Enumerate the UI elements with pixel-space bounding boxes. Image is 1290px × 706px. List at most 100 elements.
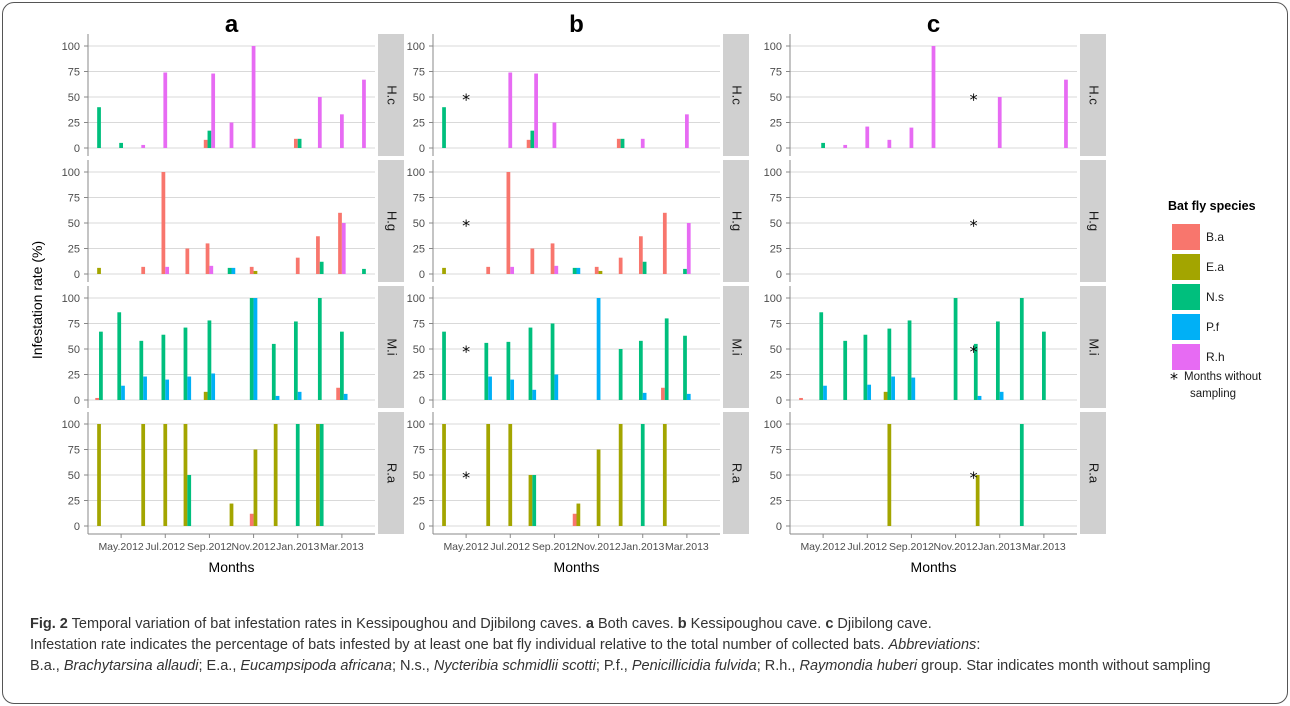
facet-strip-label: R.a	[1087, 463, 1102, 484]
no-sampling-asterisk: *	[462, 216, 470, 235]
bar-ba	[250, 267, 254, 274]
bar-pf	[823, 386, 827, 400]
y-tick-label: 50	[68, 470, 80, 482]
bar-pf	[344, 394, 348, 400]
bar-ns	[340, 332, 344, 400]
y-tick-label: 75	[413, 67, 425, 79]
bar-ba	[507, 172, 511, 274]
no-sampling-asterisk: *	[462, 468, 470, 487]
bar-ns	[843, 341, 847, 400]
y-tick-label: 100	[62, 419, 80, 431]
bar-pf	[532, 390, 536, 400]
bar-ns	[683, 336, 687, 400]
bar-ns	[996, 321, 1000, 400]
bar-ns	[484, 343, 488, 400]
y-tick-label: 75	[770, 193, 782, 205]
x-tick-label: Nov.2012	[231, 541, 275, 553]
y-tick-label: 0	[74, 143, 80, 155]
bar-ea	[254, 450, 258, 527]
bar-ea	[577, 504, 581, 526]
bar-rh	[141, 145, 145, 148]
bar-ns	[530, 131, 534, 148]
bar-ba	[617, 139, 621, 148]
bar-pf	[165, 380, 169, 400]
y-tick-label: 25	[413, 370, 425, 382]
bar-ba	[573, 514, 577, 526]
y-tick-label: 25	[413, 118, 425, 130]
x-tick-label: May.2012	[443, 541, 488, 553]
caption-definition: Infestation rate indicates the percentag…	[30, 637, 888, 653]
bar-rh	[508, 73, 512, 148]
bar-ba	[336, 388, 340, 400]
y-tick-label: 0	[419, 269, 425, 281]
caption-a-label: a	[586, 616, 594, 632]
bar-ea	[619, 424, 623, 526]
bar-ns	[187, 475, 191, 526]
legend-swatch-ns	[1172, 284, 1200, 310]
x-tick-label: Jul.2012	[847, 541, 887, 553]
bar-ns	[97, 107, 101, 148]
bar-ba	[799, 398, 803, 400]
bar-ns	[532, 475, 536, 526]
caption-rh-name: Raymondia huberi	[799, 658, 917, 674]
facet-strip-label: R.a	[385, 463, 400, 484]
bar-ba	[595, 267, 599, 274]
bar-ns	[639, 341, 643, 400]
facet-strip-label: H.c	[385, 85, 400, 105]
no-sampling-asterisk: *	[970, 468, 978, 487]
x-tick-label: Mar.2013	[320, 541, 364, 553]
y-tick-label: 50	[770, 344, 782, 356]
bar-rh	[554, 266, 558, 274]
bar-ns	[551, 324, 555, 401]
bar-ns	[887, 329, 891, 400]
y-tick-label: 25	[68, 496, 80, 508]
y-tick-label: 25	[413, 244, 425, 256]
bar-ns	[117, 312, 121, 400]
caption-b-text: Kessipoughou cave.	[687, 616, 826, 632]
y-tick-label: 100	[764, 41, 782, 53]
y-tick-label: 25	[770, 496, 782, 508]
legend-label: N.s	[1206, 290, 1224, 304]
y-tick-label: 0	[419, 521, 425, 533]
bar-rh	[230, 123, 234, 149]
caption-ba-name: Brachytarsina allaudi	[64, 658, 199, 674]
y-tick-label: 75	[68, 67, 80, 79]
x-tick-label: May.2012	[98, 541, 143, 553]
x-tick-label: Jul.2012	[490, 541, 530, 553]
y-tick-label: 0	[776, 395, 782, 407]
bar-pf	[254, 298, 258, 400]
bar-ns	[683, 269, 687, 274]
bar-ns	[1020, 298, 1024, 400]
bar-ba	[661, 388, 665, 400]
bar-pf	[211, 373, 215, 400]
bar-pf	[867, 385, 871, 400]
bar-pf	[232, 268, 236, 274]
bar-ns	[442, 332, 446, 400]
y-tick-label: 50	[68, 92, 80, 104]
bar-pf	[554, 375, 558, 401]
bar-ns	[119, 143, 123, 148]
y-tick-label: 0	[419, 143, 425, 155]
x-axis-title: Months	[209, 559, 255, 575]
y-tick-label: 0	[74, 521, 80, 533]
legend-asterisk: *	[1170, 369, 1178, 388]
y-tick-label: 50	[413, 218, 425, 230]
bar-ns	[139, 341, 143, 400]
y-tick-label: 50	[413, 344, 425, 356]
bar-ns	[821, 143, 825, 148]
y-tick-label: 25	[68, 118, 80, 130]
bar-ns	[294, 321, 298, 400]
facet-strip-label: H.c	[1087, 85, 1102, 105]
bar-ns	[643, 262, 647, 274]
legend-title: Bat fly species	[1168, 199, 1256, 213]
y-tick-label: 25	[770, 244, 782, 256]
bar-ea	[887, 424, 891, 526]
legend-swatch-ba	[1172, 224, 1200, 250]
caption-pf-name: Penicillicidia fulvida	[632, 658, 757, 674]
bar-ba	[206, 243, 210, 274]
bar-ns	[507, 342, 511, 400]
y-tick-label: 0	[776, 521, 782, 533]
bar-ns	[442, 107, 446, 148]
bar-rh	[887, 140, 891, 148]
y-tick-label: 100	[407, 419, 425, 431]
